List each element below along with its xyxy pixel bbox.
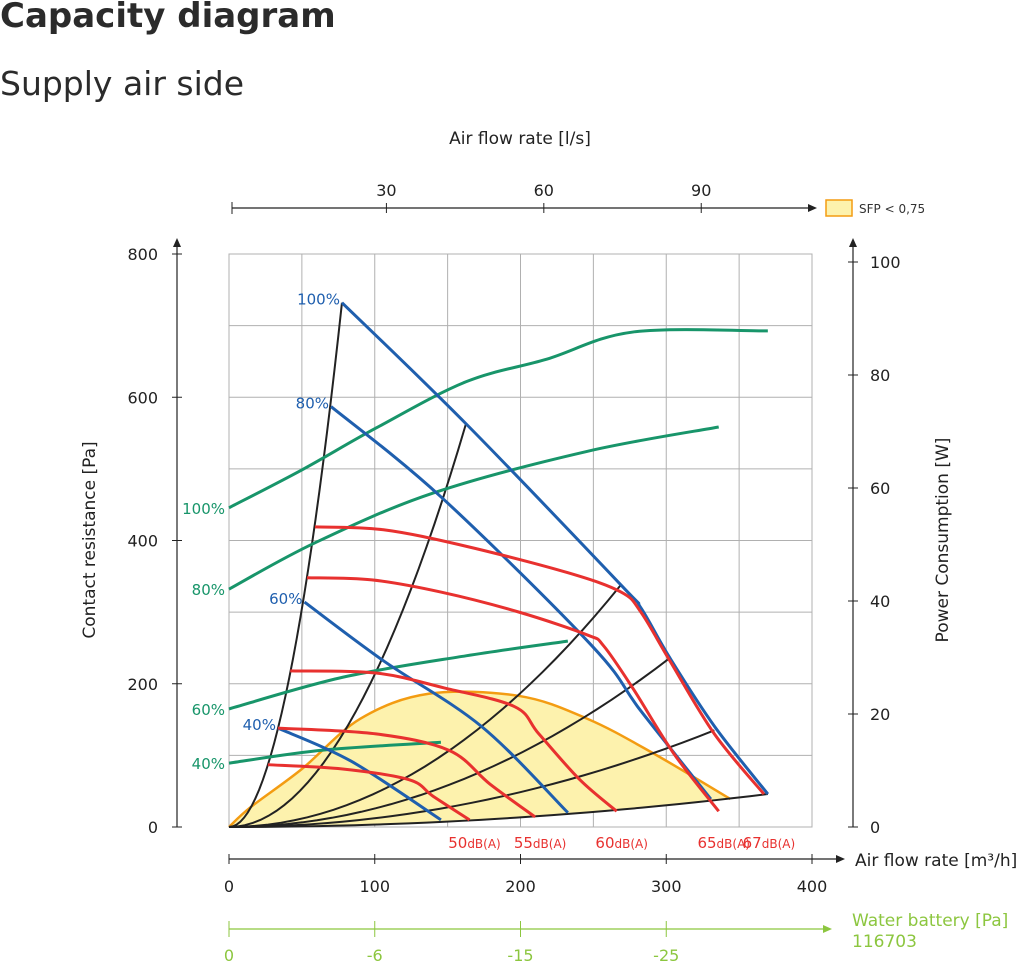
- power-curve-100%: [228, 328, 768, 510]
- right-axis-tick-label: 0: [870, 818, 880, 837]
- right-axis-tick-label: 80: [870, 366, 890, 385]
- labels: 100%80%60%40%100%80%60%40%50dB(A) 55dB(A)…: [182, 291, 795, 852]
- left-axis-tick-label: 400: [127, 532, 158, 551]
- axis-arrow-icon: [823, 925, 832, 933]
- fan-curve-label: 100%: [297, 291, 340, 309]
- power-curve-label: 40%: [192, 755, 225, 773]
- system-curve: [228, 657, 671, 828]
- water-axis-tick-label: -6: [367, 946, 383, 965]
- sfp-outline: [228, 690, 732, 828]
- legend-label: SFP < 0,75: [859, 202, 925, 216]
- axis-arrow-icon: [836, 855, 845, 863]
- noise-value: 65: [697, 834, 716, 852]
- right-axis-title: Power Consumption [W]: [933, 438, 953, 643]
- bottom-axis-tick-label: 300: [651, 877, 682, 896]
- page-subtitle: Supply air side: [0, 64, 245, 103]
- system-curve: [228, 302, 343, 828]
- power-curve-label: 100%: [182, 500, 225, 518]
- bottom-axis-title: Air flow rate [m³/h]: [855, 851, 1017, 871]
- noise-unit: dB(A): [533, 837, 566, 851]
- left-axis-tick-label: 600: [127, 388, 158, 407]
- noise-curve-55: [277, 726, 536, 819]
- sfp-area: [229, 691, 731, 827]
- system-curve: [228, 729, 715, 828]
- noise-curve-label: 67dB(A): [743, 834, 796, 852]
- left-axis-tick-label: 0: [148, 818, 158, 837]
- right-axis-tick-label: 60: [870, 479, 890, 498]
- top-axis-title: Air flow rate [l/s]: [449, 129, 591, 149]
- noise-curve-label: 60dB(A): [595, 834, 648, 852]
- power-curve-60%: [228, 639, 569, 711]
- noise-curves: [267, 525, 766, 822]
- power-curve-label: 80%: [192, 581, 225, 599]
- water-axis-tick-label: 0: [224, 946, 234, 965]
- axis-arrow-icon: [808, 204, 817, 212]
- power-curve-label: 60%: [192, 701, 225, 719]
- fan-curve-label: 80%: [296, 395, 329, 413]
- noise-unit: dB(A): [717, 837, 750, 851]
- bottom-axis-tick-label: 0: [224, 877, 234, 896]
- system-curve: [228, 793, 768, 828]
- page-title: Capacity diagram: [0, 0, 336, 36]
- power-curves: [228, 328, 768, 765]
- noise-curve-label: 65dB(A): [697, 834, 750, 852]
- left-axis-title: Contact resistance [Pa]: [80, 441, 100, 638]
- bottom-axis-tick-label: 400: [797, 877, 828, 896]
- right-axis-tick-label: 100: [870, 253, 901, 272]
- power-curve-40%: [228, 740, 442, 765]
- system-curve: [228, 423, 467, 828]
- right-axis-tick-label: 40: [870, 592, 890, 611]
- water-axis-tick-label: -25: [653, 946, 679, 965]
- bottom-axis-tick-label: 100: [359, 877, 390, 896]
- power-curve-80%: [228, 425, 719, 591]
- top-axis-tick-label: 90: [691, 181, 711, 200]
- bottom-axis-tick-label: 200: [505, 877, 536, 896]
- noise-curve-65: [306, 576, 720, 813]
- legend-swatch: [825, 199, 853, 217]
- noise-curve-label: 50dB(A): [448, 834, 501, 852]
- noise-value: 67: [743, 834, 762, 852]
- noise-unit: dB(A): [762, 837, 795, 851]
- system-curve: [228, 584, 622, 828]
- left-axis-tick-label: 800: [127, 245, 158, 264]
- left-axis-tick-label: 200: [127, 675, 158, 694]
- fan-curve-label: 60%: [269, 590, 302, 608]
- noise-curve-label: 55dB(A): [514, 834, 567, 852]
- water-axis-tick-label: -15: [507, 946, 533, 965]
- top-axis-tick-label: 60: [534, 181, 554, 200]
- fan-curves: [277, 301, 770, 822]
- axis-arrow-icon: [173, 238, 181, 247]
- water-axis-code: 116703: [852, 932, 917, 952]
- right-axis-tick-label: 20: [870, 705, 890, 724]
- water-axis-title: Water battery [Pa]: [852, 911, 1008, 931]
- axis-arrow-icon: [849, 238, 857, 247]
- fan-curve-60%: [303, 600, 569, 814]
- top-axis-tick-label: 30: [376, 181, 396, 200]
- noise-curve-50: [267, 763, 471, 822]
- noise-value: 60: [595, 834, 614, 852]
- noise-unit: dB(A): [615, 837, 648, 851]
- fan-curve-label: 40%: [243, 716, 276, 734]
- noise-value: 50: [448, 834, 467, 852]
- noise-unit: dB(A): [467, 837, 500, 851]
- fan-curve-40%: [277, 726, 442, 822]
- noise-value: 55: [514, 834, 533, 852]
- noise-curve-60: [290, 669, 618, 813]
- system-curves: [228, 302, 768, 828]
- fan-curve-100%: [340, 301, 770, 795]
- sfp-region: [228, 690, 732, 828]
- noise-curve-67: [314, 525, 766, 796]
